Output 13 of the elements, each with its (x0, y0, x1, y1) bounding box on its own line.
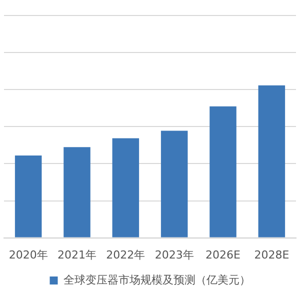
x-tick-label: 2023年 (154, 248, 194, 262)
x-tick-label: 2028E (254, 248, 290, 262)
bar (14, 155, 42, 238)
x-tick-label: 2021年 (58, 248, 96, 262)
bar (64, 147, 90, 238)
x-tick-label: 2020年 (8, 248, 48, 262)
x-tick-label: 2022年 (106, 248, 146, 262)
x-tick-label: 2026E (206, 248, 241, 262)
bar (258, 85, 286, 238)
bar (160, 130, 188, 238)
bar (112, 138, 140, 238)
legend-label: 全球变压器市场规模及预测（亿美元） (63, 273, 250, 286)
bar (210, 106, 236, 238)
